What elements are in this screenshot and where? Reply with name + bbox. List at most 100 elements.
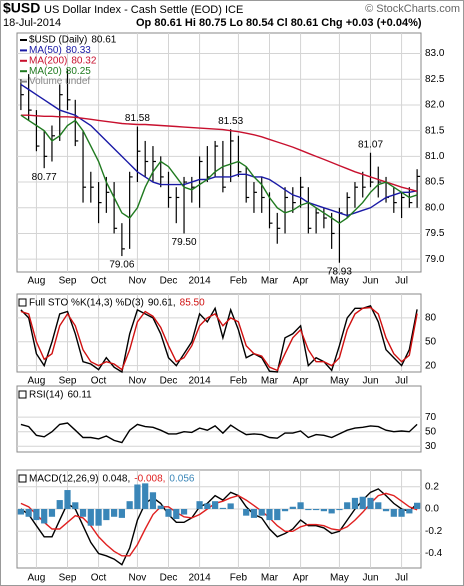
x-tick-label: Sep [59, 276, 77, 287]
histogram-bar [367, 497, 374, 509]
annotation: 78.93 [327, 266, 352, 277]
legend-label: MA(50) [29, 45, 62, 56]
x-tick-label: Dec [160, 573, 178, 584]
legend-value: 60.11 [67, 390, 92, 401]
legend-value: 85.50 [180, 298, 205, 309]
histogram-bar [398, 508, 405, 517]
histogram-bar [219, 507, 226, 509]
legend-value: 90.61, [148, 298, 176, 309]
x-tick-label: Nov [129, 376, 147, 387]
x-tick-label: May [330, 573, 349, 584]
x-tick-label: Aug [28, 276, 46, 287]
histogram-bar [196, 501, 203, 509]
histogram-bar [56, 500, 63, 509]
y-tick-label: 82.5 [425, 74, 445, 85]
x-tick-label: 2014 [188, 376, 211, 387]
histogram-bar [351, 497, 359, 509]
x-tick-label: Oct [91, 573, 107, 584]
x-tick-label: Mar [261, 276, 279, 287]
histogram-bar [204, 503, 211, 509]
x-tick-label: Feb [230, 376, 248, 387]
panel [16, 32, 422, 273]
histogram-bar [281, 508, 289, 512]
x-tick-label: Jul [395, 276, 408, 287]
histogram-bar [305, 508, 312, 511]
y-tick-label: 80 [425, 313, 437, 324]
y-tick-label: 80.0 [425, 202, 445, 213]
annotation: 79.50 [172, 237, 197, 248]
x-tick-label: Feb [230, 573, 248, 584]
legend-value: 0.056 [169, 474, 194, 485]
histogram-bar [180, 508, 188, 515]
histogram-bar [157, 505, 164, 509]
y-tick-label: -0.2 [425, 526, 443, 537]
x-tick-label: May [330, 276, 349, 287]
legend-label: RSI(14) [29, 390, 63, 401]
legend-label: Volume undef [29, 76, 90, 87]
histogram-bar [390, 508, 397, 517]
x-tick-label: Jun [362, 276, 378, 287]
histogram-bar [134, 484, 141, 509]
x-tick-label: Apr [293, 276, 309, 287]
x-tick-label: Jun [362, 573, 378, 584]
histogram-bar [243, 508, 250, 516]
histogram-bar [95, 508, 102, 526]
histogram-bar [266, 508, 273, 521]
histogram-bar [33, 508, 40, 521]
histogram-bar [212, 501, 219, 509]
x-tick-label: Sep [59, 376, 77, 387]
x-tick-label: Apr [293, 573, 309, 584]
series-line [20, 114, 418, 192]
date: 18-Jul-2014 [3, 17, 61, 29]
credit: © StockCharts.com [365, 3, 460, 15]
y-tick-label: 70 [425, 412, 437, 423]
legend-value: 0.048, [102, 474, 130, 485]
histogram-bar [79, 508, 87, 517]
annotation: 80.77 [32, 172, 57, 183]
histogram-bar [382, 508, 390, 512]
y-tick-label: 81.0 [425, 151, 445, 162]
series-line [20, 422, 418, 444]
histogram-bar [87, 508, 94, 526]
legend-label: MA(200) [29, 55, 67, 66]
histogram-bar [48, 508, 56, 517]
histogram-bar [72, 502, 79, 509]
instrument-name: US Dollar Index - Cash Settle (EOD) ICE [44, 4, 243, 16]
histogram-bar [289, 506, 296, 509]
x-tick-label: May [330, 376, 349, 387]
x-tick-label: Jul [395, 376, 408, 387]
legend-value: 80.33 [66, 45, 91, 56]
histogram-bar [173, 508, 180, 519]
quote: Op 80.61 Hi 80.75 Lo 80.54 Cl 80.61 Chg … [136, 17, 422, 29]
legend-value: 80.25 [66, 66, 91, 77]
y-tick-label: 50 [425, 426, 437, 437]
series-line [20, 488, 418, 566]
annotation: 81.58 [125, 113, 150, 124]
histogram-bar [126, 501, 133, 509]
histogram-bar [250, 508, 258, 518]
histogram-bar [227, 503, 234, 509]
panel [16, 385, 422, 453]
legend-label: $USD (Daily) [29, 35, 87, 46]
histogram-bar [142, 483, 149, 509]
series-line [20, 306, 418, 372]
y-tick-label: 80.5 [425, 177, 445, 188]
histogram-bar [64, 490, 71, 509]
legend-swatch [18, 390, 27, 399]
x-tick-label: Oct [91, 276, 107, 287]
x-tick-label: Jul [395, 573, 408, 584]
series-line [20, 114, 418, 225]
series-line [20, 492, 418, 557]
histogram-bar [359, 496, 366, 509]
annotation: 81.07 [358, 139, 383, 150]
x-tick-label: Dec [160, 276, 178, 287]
y-tick-label: 83.0 [425, 48, 445, 59]
x-tick-label: Mar [261, 376, 279, 387]
series-line [20, 305, 418, 374]
y-tick-label: 20 [425, 360, 437, 371]
histogram-bar [274, 508, 281, 521]
x-tick-label: 2014 [188, 573, 211, 584]
histogram-bar [165, 508, 172, 517]
histogram-bar [149, 492, 157, 509]
